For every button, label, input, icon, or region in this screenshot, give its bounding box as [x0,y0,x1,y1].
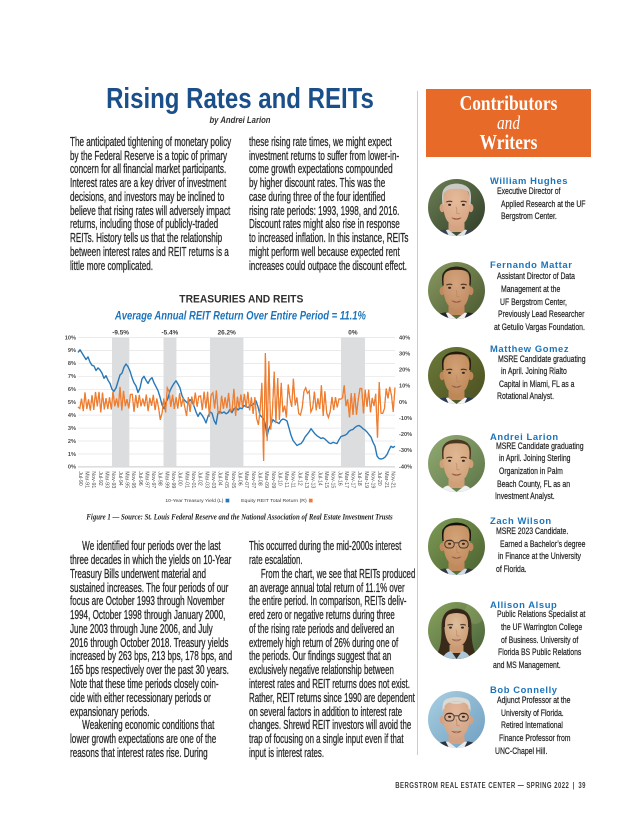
svg-text:Mar-97: Mar-97 [143,471,149,488]
svg-text:Jul-14: Jul-14 [316,471,322,485]
svg-text:Nov-91: Nov-91 [90,471,96,488]
svg-text:Jul-08: Jul-08 [257,471,263,485]
svg-text:10-Year Treasury Yield (L): 10-Year Treasury Yield (L) [165,498,223,504]
svg-text:Mar-19: Mar-19 [363,471,369,488]
svg-text:Jul-92: Jul-92 [97,471,103,485]
svg-text:Mar-91: Mar-91 [84,471,90,488]
svg-text:0%: 0% [348,330,358,337]
svg-text:Mar-01: Mar-01 [183,471,189,488]
svg-text:Jul-10: Jul-10 [276,471,282,485]
svg-text:Nov-97: Nov-97 [150,471,156,488]
svg-text:Mar-13: Mar-13 [303,471,309,488]
svg-text:Jul-90: Jul-90 [77,471,83,485]
svg-text:Jul-04: Jul-04 [217,471,223,485]
svg-text:3%: 3% [68,426,76,432]
svg-text:Mar-93: Mar-93 [104,471,110,488]
svg-text:Jul-02: Jul-02 [197,471,203,485]
svg-text:Nov-05: Nov-05 [230,471,236,488]
svg-text:Nov-19: Nov-19 [370,471,376,488]
svg-text:4%: 4% [68,413,76,419]
svg-text:26.2%: 26.2% [218,330,236,337]
svg-text:Jul-00: Jul-00 [177,471,183,485]
svg-text:Nov-03: Nov-03 [210,471,216,488]
svg-text:0%: 0% [68,465,76,471]
svg-text:Nov-07: Nov-07 [250,471,256,488]
svg-text:Nov-17: Nov-17 [350,471,356,488]
svg-text:9%: 9% [68,348,76,354]
svg-text:Equity REIT Total Return (R): Equity REIT Total Return (R) [241,498,307,504]
svg-text:Nov-11: Nov-11 [290,471,296,488]
svg-text:Nov-95: Nov-95 [130,471,136,488]
svg-text:Nov-13: Nov-13 [310,471,316,488]
svg-text:10%: 10% [65,335,76,341]
svg-text:-20%: -20% [399,432,412,438]
svg-text:8%: 8% [68,361,76,367]
svg-text:Nov-93: Nov-93 [110,471,116,488]
svg-text:Jul-06: Jul-06 [237,471,243,485]
svg-text:Jul-16: Jul-16 [336,471,342,485]
svg-text:-5.4%: -5.4% [162,330,179,337]
svg-text:40%: 40% [399,335,410,341]
svg-text:7%: 7% [68,374,76,380]
svg-text:Jul-96: Jul-96 [137,471,143,485]
svg-text:Mar-11: Mar-11 [283,471,289,487]
svg-text:6%: 6% [68,387,76,393]
svg-text:-9.5%: -9.5% [112,330,129,337]
svg-text:-40%: -40% [399,464,412,470]
svg-text:Mar-95: Mar-95 [124,471,130,488]
svg-text:Nov-15: Nov-15 [330,471,336,488]
svg-text:Mar-03: Mar-03 [203,471,209,488]
svg-text:-30%: -30% [399,448,412,454]
svg-text:30%: 30% [399,351,410,357]
svg-text:Mar-17: Mar-17 [343,471,349,488]
svg-text:0%: 0% [399,400,407,406]
svg-text:Mar-07: Mar-07 [243,471,249,488]
svg-text:20%: 20% [399,368,410,374]
svg-text:Nov-99: Nov-99 [170,471,176,488]
svg-text:10%: 10% [399,384,410,390]
svg-text:Mar-05: Mar-05 [223,471,229,488]
svg-text:Jul-98: Jul-98 [157,471,163,485]
svg-text:Jul-20: Jul-20 [376,471,382,485]
svg-text:1%: 1% [68,452,76,458]
svg-text:2%: 2% [68,439,76,445]
svg-text:Mar-09: Mar-09 [263,471,269,488]
svg-text:TREASURIES AND REITS: TREASURIES AND REITS [179,294,303,306]
svg-text:Average Annual REIT Return Ove: Average Annual REIT Return Over Entire P… [114,309,366,323]
svg-text:Mar-21: Mar-21 [383,471,389,488]
svg-text:5%: 5% [68,400,76,406]
svg-text:Nov-01: Nov-01 [190,471,196,488]
svg-text:Jul-12: Jul-12 [296,471,302,485]
svg-text:Nov-21: Nov-21 [390,471,396,488]
svg-text:Nov-09: Nov-09 [270,471,276,488]
svg-text:Jul-94: Jul-94 [117,471,123,485]
svg-text:-10%: -10% [399,416,412,422]
svg-text:Mar-99: Mar-99 [163,471,169,488]
svg-text:Figure 1 — Source: St. Louis F: Figure 1 — Source: St. Louis Federal Res… [86,512,393,521]
svg-text:Mar-15: Mar-15 [323,471,329,488]
svg-text:Jul-18: Jul-18 [356,471,362,485]
